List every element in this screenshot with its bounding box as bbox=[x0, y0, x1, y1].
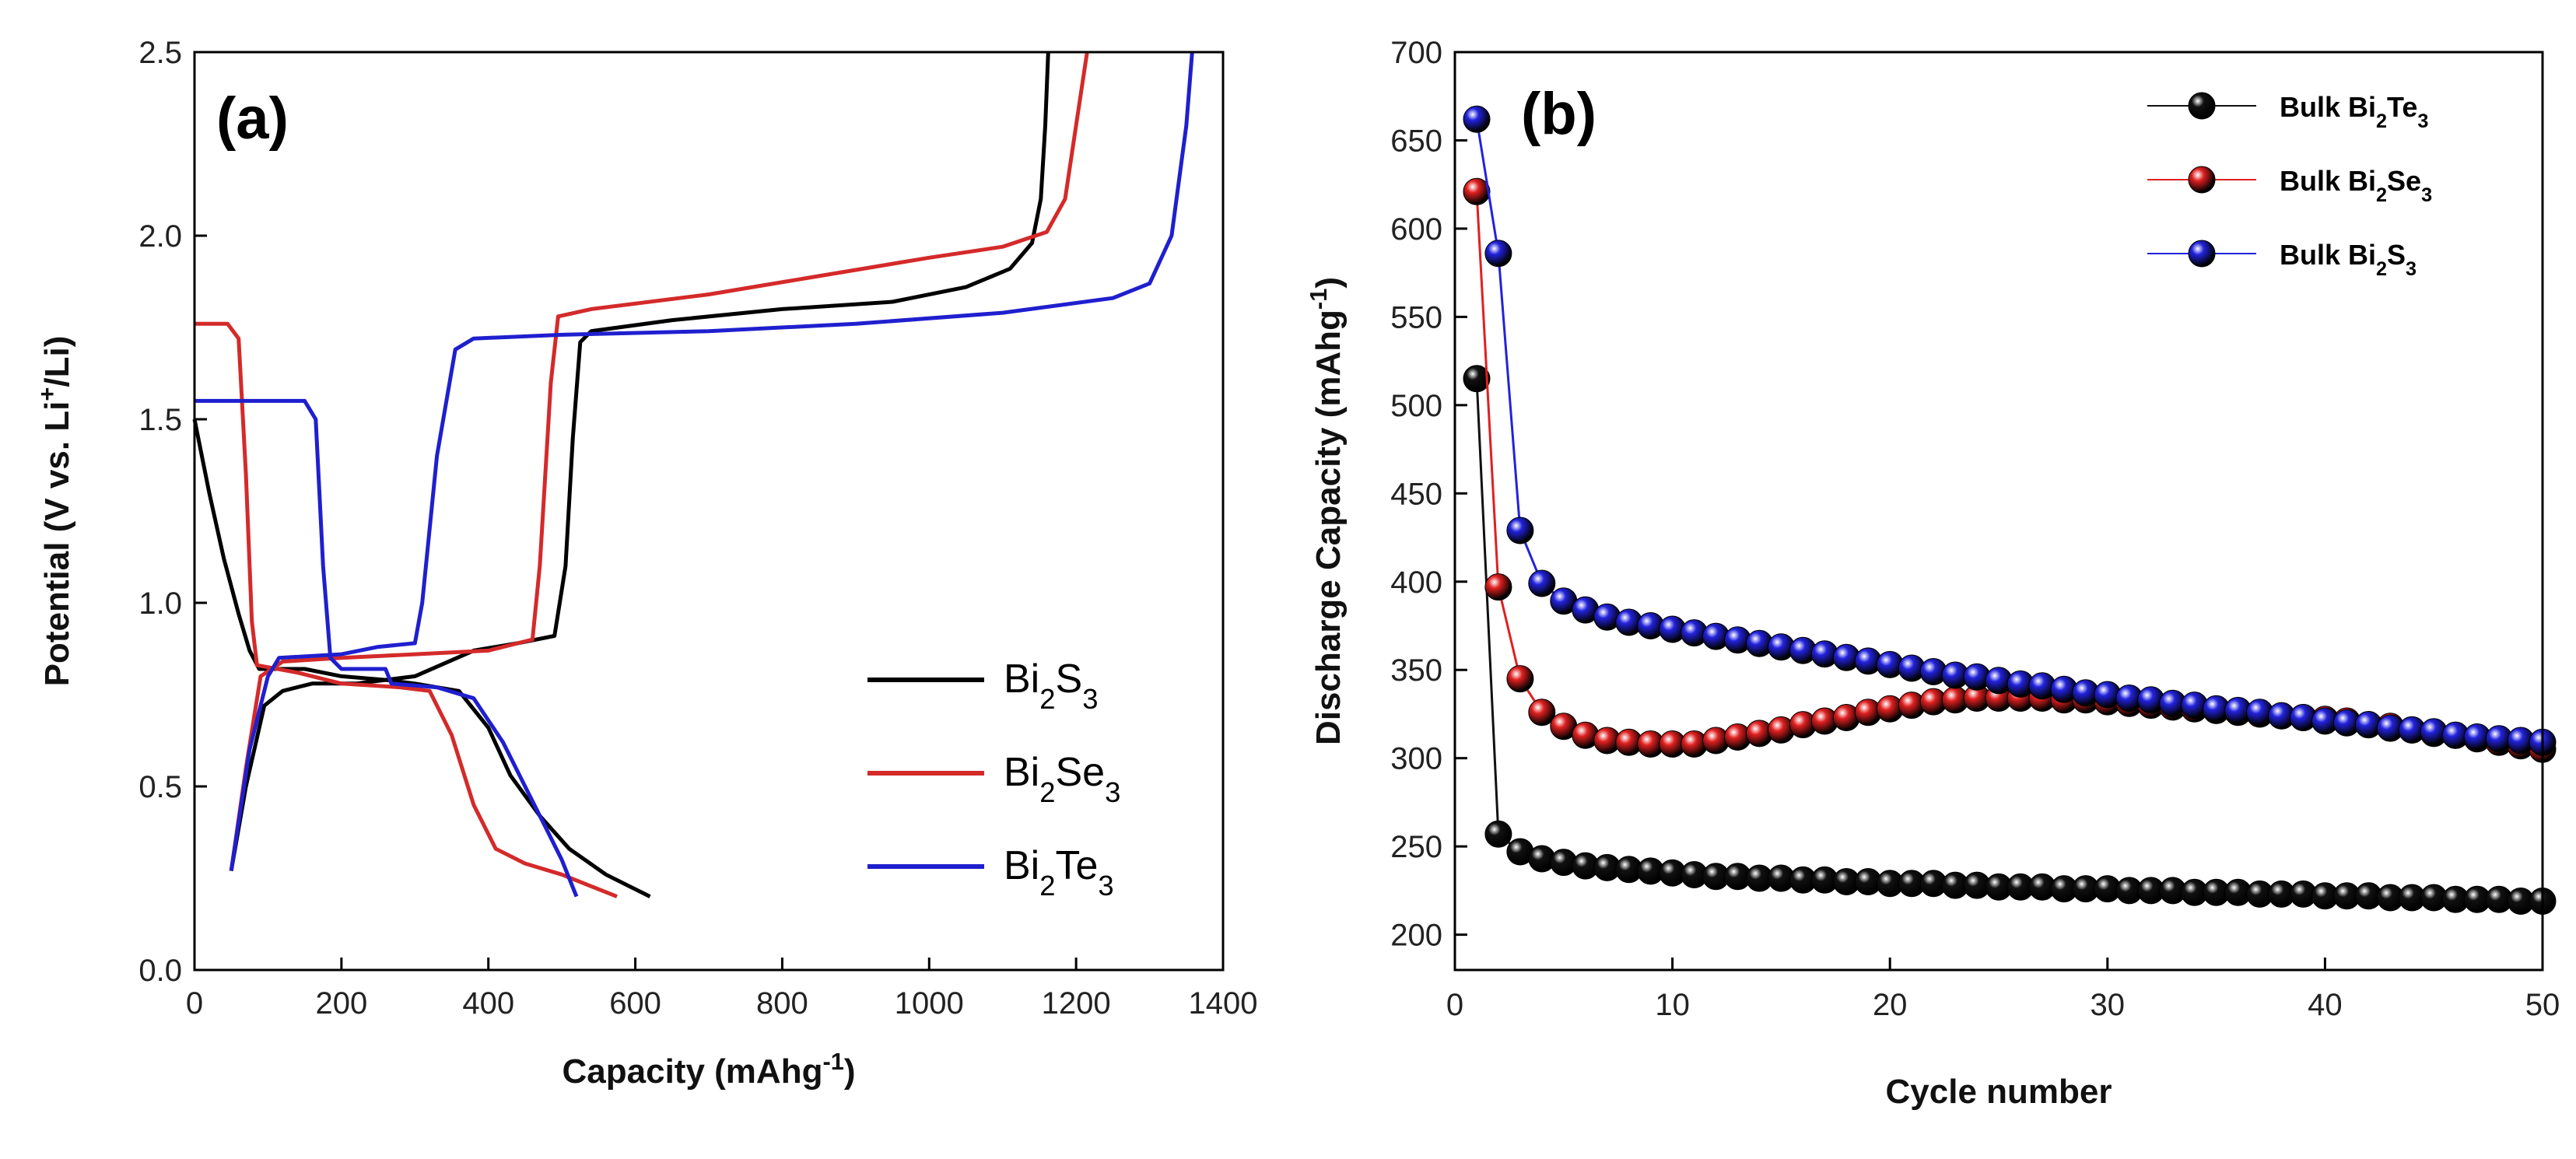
panel-a-y-tick-label: 1.0 bbox=[138, 587, 182, 621]
panel-b-y-tick-label: 650 bbox=[1390, 124, 1442, 158]
panel-b-y-tick-label: 400 bbox=[1390, 565, 1442, 600]
panel-a-legend-label: Bi2S3 bbox=[1004, 657, 1098, 715]
panel-a-legend-label: Bi2Se3 bbox=[1004, 750, 1120, 808]
panel-a-plot-frame bbox=[193, 51, 1225, 972]
panel-a-curves bbox=[192, 51, 1194, 898]
panel-b-y-tick-label: 300 bbox=[1390, 742, 1442, 776]
panel-b-x-tick-label: 20 bbox=[1873, 988, 1908, 1022]
panel-b-data-point bbox=[1463, 105, 1491, 133]
panel-a-bi2s3-discharge-curve bbox=[192, 418, 651, 898]
panel-b-x-tick-label: 40 bbox=[2308, 988, 2343, 1022]
panel-b-cycling-chart: 0 10 20 30 40 50 200 250 300 350 400 450 500 550 600 65… bbox=[1305, 36, 2560, 1111]
panel-b-y-axis-label: Discharge Capacity (mAhg-1) bbox=[1305, 277, 1348, 745]
panel-b-legend-marker bbox=[2188, 240, 2216, 268]
panel-a-x-tick-label: 800 bbox=[756, 986, 808, 1021]
panel-a-bi2s3-charge-curve bbox=[229, 51, 1050, 872]
panel-a-x-tick-label: 1000 bbox=[895, 986, 964, 1021]
panel-b-data-point bbox=[1484, 573, 1512, 601]
panel-a-legend: Bi2S3 Bi2Se3 Bi2Te3 bbox=[867, 657, 1120, 902]
panel-a-y-tick-label: 0.0 bbox=[138, 954, 182, 988]
panel-a-x-axis-label: Capacity (mAhg-1) bbox=[563, 1048, 856, 1091]
panel-b-data-point bbox=[1463, 177, 1491, 205]
panel-a-y-tick-label: 1.5 bbox=[138, 403, 182, 437]
panel-b-y-tick-label: 500 bbox=[1390, 389, 1442, 423]
panel-b-data-point bbox=[1463, 365, 1491, 393]
panel-b-legend-label: Bulk Bi2S3 bbox=[2280, 239, 2417, 280]
panel-b-data-point bbox=[1484, 240, 1512, 268]
panel-a-voltage-profile-chart: 0 200 400 600 800 1000 1200 1400 0.0 0.5 1.0 1.5 2.0… bbox=[33, 36, 1258, 1091]
panel-b-legend-marker bbox=[2188, 166, 2216, 194]
panel-b-curves bbox=[1463, 105, 2557, 915]
panel-a-x-tick-label: 1400 bbox=[1189, 986, 1258, 1021]
panel-a-legend-label: Bi2Te3 bbox=[1004, 843, 1114, 902]
panel-b-x-tick-label: 0 bbox=[1446, 988, 1463, 1022]
panel-a-label: (a) bbox=[216, 86, 289, 152]
panel-b-y-tick-label: 350 bbox=[1390, 653, 1442, 688]
panel-a-bi2te3-discharge-curve bbox=[195, 398, 579, 898]
panel-b-y-tick-label: 700 bbox=[1390, 36, 1442, 70]
panel-b-legend-marker bbox=[2188, 92, 2216, 120]
panel-a-x-tick-label: 400 bbox=[462, 986, 514, 1021]
panel-a-y-axis-label: Potential (V vs. Li+/Li) bbox=[33, 336, 77, 687]
panel-b-data-point bbox=[1506, 665, 1534, 693]
panel-a-y-tick-label: 2.5 bbox=[138, 36, 182, 70]
panel-b-y-tick-label: 250 bbox=[1390, 830, 1442, 864]
panel-b-x-tick-label: 10 bbox=[1655, 988, 1690, 1022]
panel-a-x-tick-label: 1200 bbox=[1042, 986, 1111, 1021]
panel-a-x-tick-label: 600 bbox=[609, 986, 661, 1021]
panel-a-y-tick-label: 0.5 bbox=[138, 770, 182, 804]
panel-b-data-point bbox=[1484, 820, 1512, 848]
panel-a-bi2se3-discharge-curve bbox=[195, 321, 618, 898]
panel-a-ticks: 0 200 400 600 800 1000 1200 1400 0.0 0.5 1.0 1.5 2.0… bbox=[138, 36, 1257, 1021]
panel-b-x-tick-label: 30 bbox=[2091, 988, 2126, 1022]
panel-b-y-tick-label: 600 bbox=[1390, 212, 1442, 247]
panel-b-y-tick-label: 200 bbox=[1390, 919, 1442, 953]
panel-b-y-tick-label: 450 bbox=[1390, 477, 1442, 511]
panel-b-legend-label: Bulk Bi2Se3 bbox=[2280, 165, 2432, 206]
panel-b-label: (b) bbox=[1521, 81, 1596, 147]
panel-a-y-tick-label: 2.0 bbox=[138, 219, 182, 254]
panel-b-legend: Bulk Bi2Te3 Bulk Bi2Se3 Bulk Bi2S3 bbox=[2147, 91, 2432, 280]
panel-b-legend-label: Bulk Bi2Te3 bbox=[2280, 91, 2428, 132]
panel-a-x-tick-label: 200 bbox=[315, 986, 367, 1021]
panel-b-x-axis-label: Cycle number bbox=[1886, 1073, 2112, 1111]
panel-a-x-tick-label: 0 bbox=[186, 986, 203, 1021]
panel-b-x-tick-label: 50 bbox=[2525, 988, 2560, 1022]
panel-a-bi2te3-charge-curve bbox=[229, 51, 1194, 871]
panel-b-data-point bbox=[1528, 569, 1556, 597]
panel-b-data-point bbox=[1506, 516, 1534, 544]
panel-b-y-tick-label: 550 bbox=[1390, 300, 1442, 334]
panel-a-bi2se3-charge-curve bbox=[229, 51, 1089, 871]
panel-b-plot-frame bbox=[1453, 51, 2544, 972]
panel-b-data-point bbox=[1528, 699, 1556, 727]
